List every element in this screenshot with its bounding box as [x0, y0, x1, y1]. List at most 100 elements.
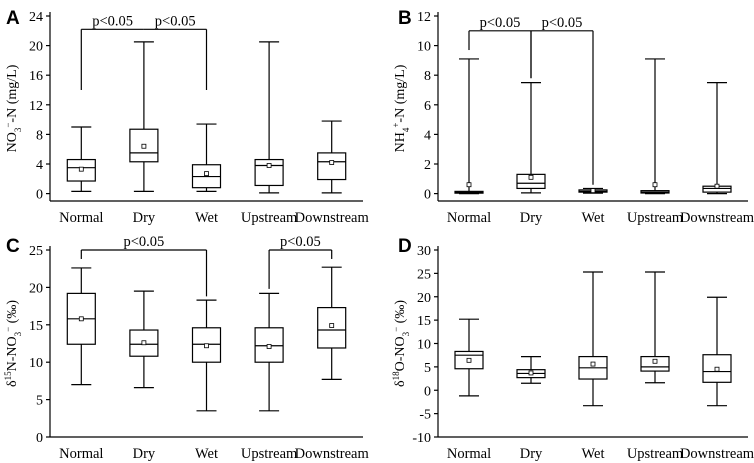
panel-letter: A [6, 8, 20, 29]
significance-label: p<0.05 [542, 15, 583, 31]
y-tick-label: 30 [417, 244, 431, 259]
y-tick-label: 8 [36, 128, 43, 143]
box-wet [191, 123, 222, 192]
x-category-label: Upstream [627, 446, 684, 462]
box-wet [578, 187, 608, 194]
y-tick-label: 6 [424, 99, 431, 114]
significance-label: p<0.05 [92, 13, 133, 29]
x-category-label: Normal [447, 446, 491, 462]
significance-label: p<0.05 [123, 234, 164, 250]
panel-letter: C [6, 236, 20, 257]
x-category-label: Downstream [680, 446, 754, 462]
y-tick-label: 0 [36, 431, 43, 446]
y-tick-label: 4 [424, 128, 431, 143]
y-tick-label: 5 [36, 394, 43, 409]
x-category-label: Downstream [680, 210, 754, 226]
box-upstream [640, 271, 670, 384]
mean-marker [652, 358, 658, 364]
x-category-label: Downstream [295, 446, 370, 462]
mean-marker [714, 183, 720, 189]
box-downstream [317, 266, 347, 381]
x-category-label: Dry [133, 446, 156, 462]
y-tick-label: 2 [424, 158, 431, 173]
mean-marker [141, 143, 147, 149]
box-wet [578, 271, 608, 407]
x-category-label: Normal [447, 210, 491, 226]
y-tick-label: 20 [29, 281, 43, 296]
x-category-label: Upstream [241, 446, 298, 462]
mean-marker [204, 171, 209, 177]
significance-bracket: p<0.05 [143, 13, 208, 90]
y-tick-label: 5 [424, 361, 431, 376]
x-category-label: Upstream [627, 210, 684, 226]
mean-marker [652, 182, 658, 188]
y-tick-label: 25 [417, 267, 431, 282]
y-tick-label: -10 [412, 431, 431, 446]
iqr-box [516, 173, 546, 190]
significance-label: p<0.05 [280, 234, 321, 250]
mean-marker [466, 357, 472, 363]
y-tick-label: 10 [417, 40, 431, 55]
mean-marker [528, 370, 534, 376]
y-tick-label: 12 [417, 10, 431, 25]
significance-label: p<0.05 [480, 15, 521, 31]
y-tick-label: 24 [29, 10, 43, 25]
x-category-label: Normal [59, 210, 103, 226]
mean-marker [78, 316, 84, 322]
x-category-label: Dry [520, 446, 543, 462]
box-upstream [254, 292, 284, 412]
x-category-label: Downstream [295, 210, 370, 226]
panel-letter: B [398, 8, 412, 29]
y-tick-label: 0 [424, 384, 431, 399]
box-dry [129, 290, 159, 389]
iqr-box [640, 355, 670, 372]
mean-marker [329, 323, 335, 328]
box-dry [129, 41, 159, 192]
box-normal [66, 126, 96, 192]
y-tick-label: 20 [29, 40, 43, 55]
y-tick-label: 10 [417, 338, 431, 353]
y-axis-label: δ15N-NO3− (‰) [3, 300, 23, 387]
mean-marker [78, 166, 84, 172]
y-tick-label: 10 [29, 356, 43, 371]
chart-panel-c: C 0 5 10 15 20 25 δ15N-NO3− (‰) Normal Dry Wet Upst… [3, 234, 369, 462]
mean-marker [528, 174, 534, 180]
x-category-label: Wet [195, 210, 218, 226]
y-tick-label: 8 [424, 69, 431, 84]
box-dry [516, 355, 546, 384]
y-tick-label: -5 [419, 408, 431, 423]
x-category-label: Wet [582, 210, 605, 226]
y-tick-label: 20 [417, 291, 431, 306]
y-tick-label: 16 [29, 69, 43, 84]
chart-panel-d: D -10 -5 0 5 10 15 20 25 30 δ18O-NO3− (‰) Normal Dry… [391, 236, 754, 462]
y-axis-label: NO3−-N (mg/L) [3, 64, 23, 152]
significance-bracket: p<0.05 [268, 234, 333, 289]
mean-marker [141, 340, 147, 346]
y-axis-label: δ18O-NO3− (‰) [391, 300, 411, 387]
mean-marker [590, 361, 596, 367]
significance-bracket: p<0.05 [468, 15, 532, 79]
significance-bracket: p<0.05 [80, 13, 144, 90]
chart-panel-b: B 0 2 4 6 8 10 12 NH4+-N (mg/L) Normal Dry Wet Upstr… [391, 8, 754, 226]
box-normal [66, 267, 96, 386]
box-dry [516, 81, 546, 194]
significance-bracket: p<0.05 [530, 15, 594, 185]
x-category-label: Wet [195, 446, 218, 462]
y-tick-label: 15 [29, 319, 43, 334]
y-tick-label: 4 [36, 158, 43, 173]
iqr-box [317, 152, 347, 181]
box-normal [454, 318, 484, 397]
box-wet [191, 299, 222, 412]
box-normal [454, 58, 484, 195]
mean-marker [266, 163, 272, 168]
box-downstream [702, 296, 732, 407]
y-tick-label: 0 [36, 188, 43, 203]
x-category-label: Upstream [241, 210, 298, 226]
box-upstream [640, 58, 670, 195]
y-tick-label: 25 [29, 244, 43, 259]
x-category-label: Dry [133, 210, 156, 226]
y-tick-label: 15 [417, 314, 431, 329]
mean-marker [466, 182, 472, 188]
chart-panel-a: A 0 4 8 12 16 20 24 NO3−-N (mg/L) Normal Dry Wet Ups… [3, 8, 369, 226]
